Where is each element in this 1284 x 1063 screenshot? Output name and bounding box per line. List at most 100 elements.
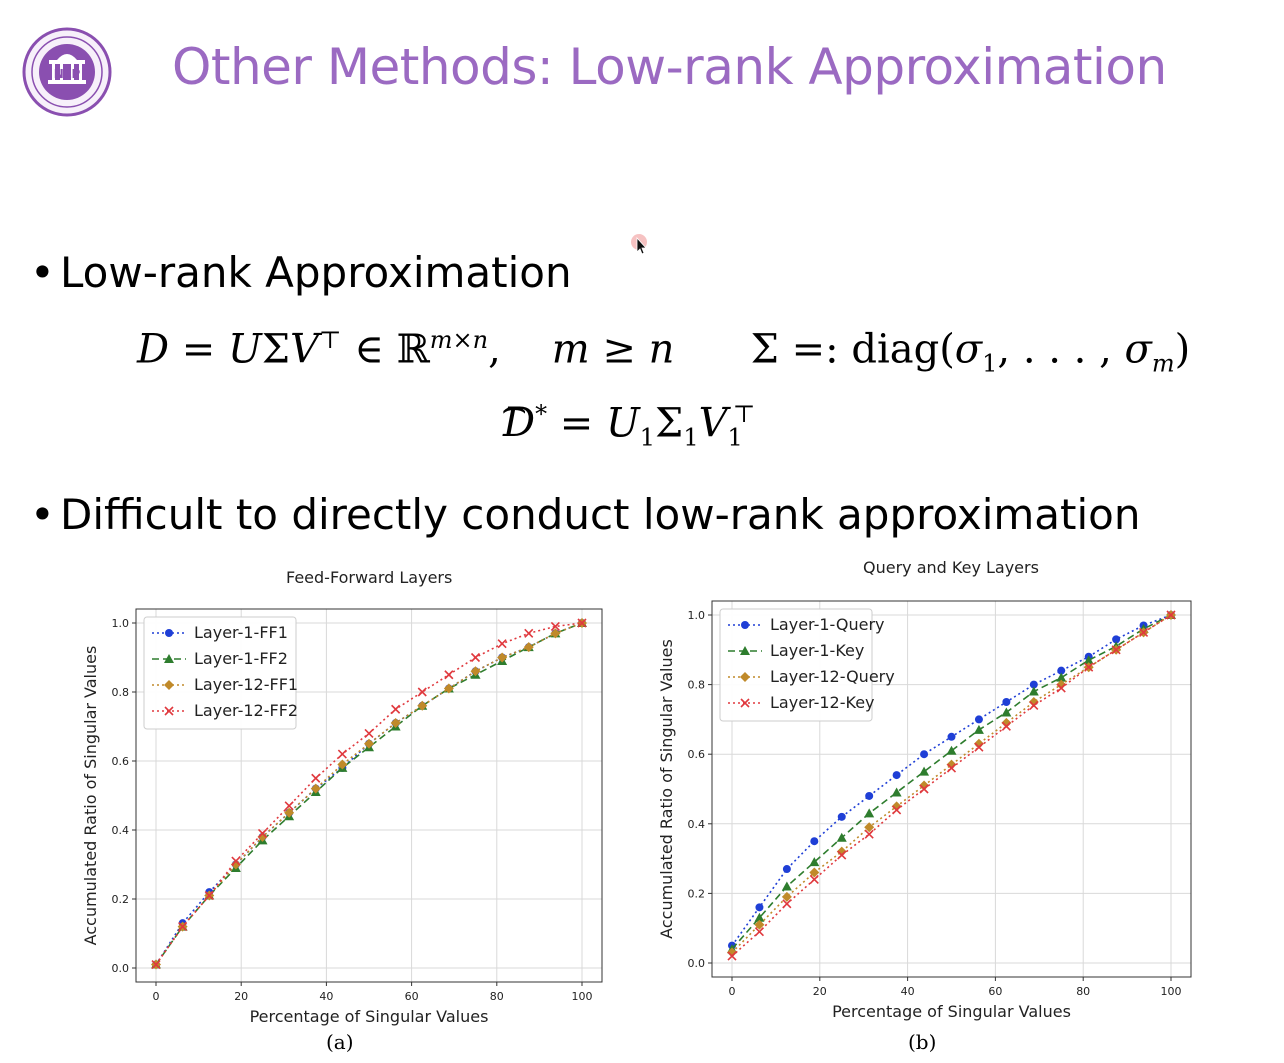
data-point bbox=[550, 628, 561, 639]
legend-label: Layer-1-Query bbox=[770, 615, 885, 634]
legend: Layer-1-FF1 Layer-1-FF2 Layer-12-FF1 Layer-… bbox=[143, 616, 298, 730]
legend-marker bbox=[164, 654, 174, 663]
bullet-dot: • bbox=[30, 490, 55, 539]
data-point bbox=[973, 738, 984, 749]
data-point bbox=[1083, 655, 1094, 665]
data-point bbox=[919, 766, 930, 776]
bullet-dot: • bbox=[30, 248, 55, 297]
x-tick-label: 60 bbox=[405, 990, 419, 1003]
university-seal-logo: NLP bbox=[22, 24, 112, 120]
data-point bbox=[230, 859, 241, 870]
y-tick-label: 0.6 bbox=[688, 748, 706, 761]
data-point bbox=[754, 919, 765, 930]
data-point bbox=[1057, 666, 1066, 675]
legend-marker bbox=[164, 706, 174, 716]
y-tick-label: 0.4 bbox=[112, 824, 130, 837]
x-tick-label: 0 bbox=[729, 985, 736, 998]
series-Layer-12-FF2 bbox=[151, 618, 587, 970]
data-point bbox=[809, 857, 820, 867]
tsinghua-nlp-seal-icon: NLP bbox=[22, 27, 112, 117]
data-point bbox=[1112, 635, 1121, 644]
x-tick-label: 20 bbox=[234, 990, 248, 1003]
legend-label: Layer-1-Key bbox=[770, 641, 864, 660]
x-tick-label: 20 bbox=[813, 985, 827, 998]
data-point bbox=[837, 850, 847, 860]
equation-svd: D = UΣV⊤ ∈ ℝm×n, m ≥ n Σ =: diag(σ1, . .… bbox=[137, 326, 1191, 378]
data-point bbox=[337, 759, 348, 770]
y-tick-label: 1.0 bbox=[688, 609, 706, 622]
series-line bbox=[155, 622, 583, 966]
data-point bbox=[919, 784, 929, 794]
y-tick-label: 0.6 bbox=[112, 755, 130, 768]
bullet-difficult: • Difficult to directly conduct low-rank … bbox=[30, 490, 1140, 539]
data-point bbox=[755, 903, 764, 912]
mouse-pointer-icon bbox=[630, 232, 648, 256]
data-point bbox=[1111, 645, 1121, 655]
data-point bbox=[727, 947, 737, 958]
data-point bbox=[257, 831, 268, 842]
data-point bbox=[836, 832, 847, 842]
data-point bbox=[919, 780, 930, 791]
data-point bbox=[1001, 707, 1012, 717]
data-point bbox=[1002, 698, 1011, 706]
data-point bbox=[364, 738, 374, 749]
data-point bbox=[782, 899, 792, 909]
data-point bbox=[974, 715, 983, 724]
data-point bbox=[974, 742, 984, 752]
x-tick-label: 80 bbox=[490, 990, 504, 1003]
legend-marker bbox=[740, 698, 750, 708]
legend-label: Layer-12-Key bbox=[770, 693, 875, 712]
data-point bbox=[891, 787, 902, 797]
chart-a-caption: (a) bbox=[326, 1030, 354, 1054]
data-point bbox=[151, 959, 161, 970]
data-point bbox=[444, 670, 454, 680]
legend-label: Layer-12-FF2 bbox=[194, 701, 298, 720]
x-tick-label: 80 bbox=[1076, 985, 1090, 998]
data-point bbox=[781, 891, 792, 902]
data-point bbox=[1029, 700, 1039, 711]
chart-a: 0 20 40 60 80 100 0.0 0.2 0.4 0.6 0.8 1.0 Percentage… bbox=[81, 608, 603, 1026]
data-point bbox=[864, 808, 875, 818]
y-tick-label: 0.8 bbox=[688, 679, 706, 692]
legend-label: Layer-1-FF1 bbox=[194, 623, 288, 642]
legend-marker bbox=[164, 680, 174, 690]
data-point bbox=[1056, 679, 1067, 690]
data-point bbox=[1001, 721, 1011, 731]
chart-b: 0 20 40 60 80 100 0.0 0.2 0.4 0.6 0.8 1.0 Percentage… bbox=[657, 600, 1192, 1021]
plot-frame bbox=[711, 600, 1192, 978]
y-tick-label: 0.0 bbox=[688, 957, 706, 970]
data-point bbox=[497, 639, 507, 649]
data-point bbox=[417, 687, 427, 697]
data-point bbox=[864, 822, 875, 833]
data-point bbox=[973, 724, 984, 734]
data-point bbox=[891, 801, 902, 812]
data-point bbox=[920, 750, 929, 759]
chart-b-caption: (b) bbox=[908, 1030, 937, 1054]
legend-box bbox=[719, 608, 873, 722]
data-point bbox=[865, 791, 874, 800]
x-tick-label: 60 bbox=[988, 985, 1002, 998]
data-point bbox=[390, 718, 401, 729]
x-tick-label: 40 bbox=[901, 985, 915, 998]
data-point bbox=[178, 922, 188, 932]
slide-title: Other Methods: Low-rank Approximation bbox=[172, 38, 1167, 96]
y-tick-label: 0.2 bbox=[112, 893, 130, 906]
data-point bbox=[417, 700, 428, 711]
x-tick-label: 100 bbox=[1161, 985, 1182, 998]
series-line bbox=[155, 622, 583, 966]
data-point bbox=[497, 652, 508, 663]
data-point bbox=[809, 867, 820, 878]
chart-a-title: Feed-Forward Layers bbox=[286, 568, 453, 587]
data-point bbox=[1166, 610, 1176, 620]
y-axis-label: Accumulated Ratio of Singular Values bbox=[81, 646, 100, 946]
data-point bbox=[470, 666, 481, 677]
plot-frame bbox=[135, 608, 603, 983]
data-point bbox=[391, 704, 401, 714]
series-Layer-12-Key bbox=[727, 610, 1176, 961]
y-tick-label: 0.4 bbox=[688, 818, 706, 831]
x-tick-label: 40 bbox=[319, 990, 333, 1003]
data-point bbox=[231, 856, 241, 866]
data-point bbox=[809, 874, 819, 885]
data-point bbox=[946, 763, 957, 773]
data-point bbox=[781, 881, 792, 891]
